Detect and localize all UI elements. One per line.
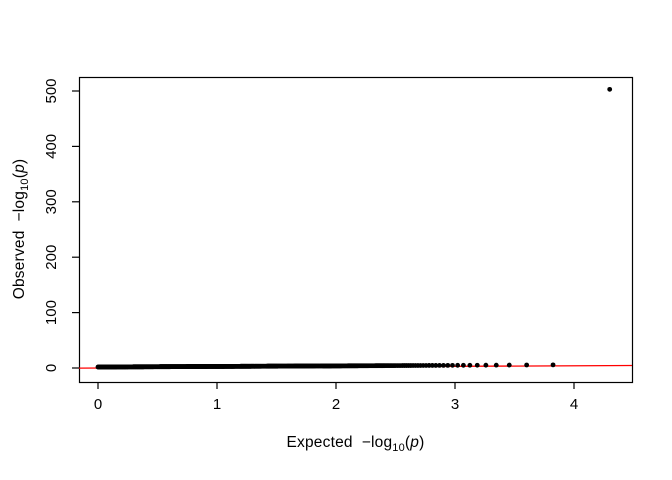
y-axis-subscript: 10 [19,178,32,191]
data-point [460,362,466,368]
outlier-point [607,86,613,92]
y-axis-open-paren: ( [10,172,28,179]
y-axis-title-text: Observed [10,230,28,300]
data-point [437,363,442,368]
x-axis-open-paren: ( [404,434,411,451]
x-tick-label: 1 [213,396,221,413]
data-point [506,362,512,368]
x-tick-label: 4 [570,396,578,413]
data-point [483,362,489,368]
data-point [433,363,439,368]
data-point [455,362,461,368]
data-point [474,362,480,368]
y-tick-label: 300 [43,189,60,214]
data-point [524,362,530,368]
y-tick-label: 200 [43,245,60,270]
data-point [493,362,499,368]
y-tick-label: 400 [43,134,60,159]
y-tick-label: 0 [43,364,60,372]
y-tick-label: 100 [43,300,60,325]
y-axis-title: Observed −log10(p) [11,159,31,300]
x-axis-title-text: Expected [286,434,353,451]
x-tick-label: 3 [451,396,459,413]
data-point [445,362,451,368]
data-point [550,362,556,368]
data-point [450,362,455,368]
data-point [467,362,473,368]
data-point [95,364,101,370]
x-axis-minus-log: −log [361,434,393,451]
y-axis-variable: p [10,164,28,173]
data-point [441,362,446,368]
y-axis-close-paren: ) [10,158,28,165]
plot-box [78,76,634,384]
x-axis-title: Expected −log10(p) [79,434,632,454]
x-tick-label: 0 [94,396,102,413]
x-axis-subscript: 10 [392,442,405,455]
x-tick-label: 2 [332,396,340,413]
x-axis-variable: p [410,434,420,451]
x-axis-close-paren: ) [419,434,425,451]
y-tick-label: 500 [43,78,60,103]
y-axis-minus-log: −log [10,190,28,222]
